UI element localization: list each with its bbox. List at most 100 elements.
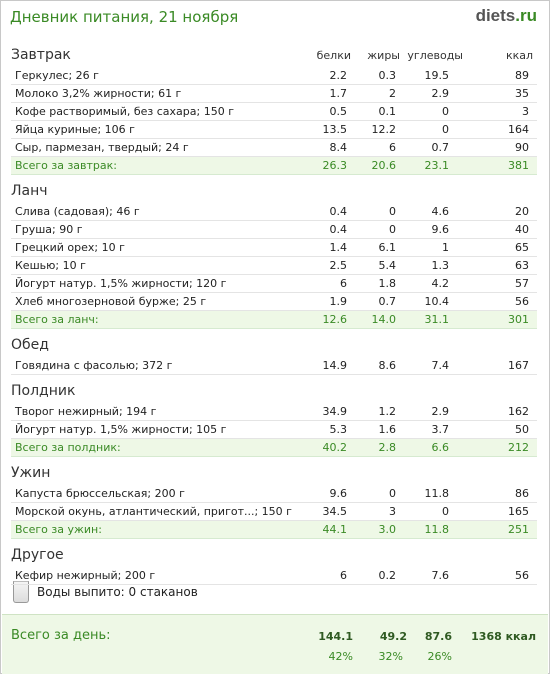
- logo-tld: .ru: [515, 6, 537, 25]
- protein-value: 1.9: [329, 295, 348, 308]
- food-row[interactable]: Йогурт натур. 1,5% жирности; 120 г 6 1.8 4.…: [11, 275, 537, 293]
- fat-value: 0: [389, 487, 396, 500]
- fat-value: 3: [389, 505, 396, 518]
- protein-value: 34.9: [322, 405, 348, 418]
- food-row[interactable]: Морской окунь, атлантический, пригот...;…: [11, 503, 537, 521]
- food-row[interactable]: Яйца куриные; 106 г 13.5 12.2 0 164: [11, 121, 537, 139]
- protein-value: 34.5: [322, 505, 348, 518]
- section-title: Ужин: [11, 465, 51, 481]
- section-title: Ланч: [11, 183, 48, 199]
- kcal-value: 3: [522, 105, 529, 118]
- food-name: Слива (садовая); 46 г: [15, 205, 140, 218]
- protein-value: 0.4: [329, 223, 348, 236]
- kcal-value: 90: [515, 141, 529, 154]
- fat-value: 6: [389, 141, 396, 154]
- fat-value: 0.2: [378, 569, 397, 582]
- protein-value: 14.9: [322, 359, 348, 372]
- food-row[interactable]: Творог нежирный; 194 г 34.9 1.2 2.9 162: [11, 403, 537, 421]
- food-row[interactable]: Молоко 3,2% жирности; 61 г 1.7 2 2.9 35: [11, 85, 537, 103]
- food-row[interactable]: Капуста брюссельская; 200 г 9.6 0 11.8 86: [11, 485, 537, 503]
- fat-value: 2.8: [378, 441, 397, 454]
- fat-value: 1.2: [378, 405, 397, 418]
- fat-value: 0: [389, 223, 396, 236]
- col-header-kcal: ккал: [505, 49, 533, 62]
- food-row[interactable]: Геркулес; 26 г 2.2 0.3 19.5 89: [11, 67, 537, 85]
- carbs-value: 0.7: [431, 141, 450, 154]
- food-name: Молоко 3,2% жирности; 61 г: [15, 87, 182, 100]
- fat-value: 0.7: [378, 295, 397, 308]
- carbs-value: 10.4: [424, 295, 450, 308]
- food-name: Геркулес; 26 г: [15, 69, 99, 82]
- food-name: Творог нежирный; 194 г: [15, 405, 157, 418]
- food-row[interactable]: Хлеб многозерновой бурже; 25 г 1.9 0.7 10.4…: [11, 293, 537, 311]
- col-header-carbs: углеводы: [407, 49, 463, 62]
- fat-value: 20.6: [371, 159, 397, 172]
- kcal-value: 65: [515, 241, 529, 254]
- carbs-value: 19.5: [424, 69, 450, 82]
- fat-value: 0.3: [378, 69, 397, 82]
- protein-value: 2.2: [329, 69, 348, 82]
- kcal-value: 86: [515, 487, 529, 500]
- food-name: Кофе растворимый, без сахара; 150 г: [15, 105, 234, 118]
- protein-value: 8.4: [329, 141, 348, 154]
- food-name: Сыр, пармезан, твердый; 24 г: [15, 141, 189, 154]
- protein-value: 5.3: [329, 423, 348, 436]
- fat-value: 6.1: [378, 241, 397, 254]
- kcal-value: 381: [508, 159, 529, 172]
- food-name: Говядина с фасолью; 372 г: [15, 359, 173, 372]
- protein-value: 6: [340, 277, 347, 290]
- header: Дневник питания, 21 ноября diets.ru: [1, 1, 549, 37]
- carbs-value: 4.6: [431, 205, 450, 218]
- carbs-value: 2.9: [431, 87, 450, 100]
- fat-value: 5.4: [378, 259, 397, 272]
- protein-value: 13.5: [322, 123, 348, 136]
- fat-value: 1.8: [378, 277, 397, 290]
- protein-value: 0.4: [329, 205, 348, 218]
- food-row[interactable]: Грецкий орех; 10 г 1.4 6.1 1 65: [11, 239, 537, 257]
- kcal-value: 164: [508, 123, 529, 136]
- kcal-value: 56: [515, 569, 529, 582]
- carbs-value: 6.6: [431, 441, 450, 454]
- carbs-value: 7.6: [431, 569, 450, 582]
- kcal-value: 165: [508, 505, 529, 518]
- food-row[interactable]: Кефир нежирный; 200 г 6 0.2 7.6 56: [11, 567, 537, 585]
- food-row[interactable]: Груша; 90 г 0.4 0 9.6 40: [11, 221, 537, 239]
- food-row[interactable]: Сыр, пармезан, твердый; 24 г 8.4 6 0.7 90: [11, 139, 537, 157]
- section-title: Другое: [11, 547, 64, 563]
- food-row[interactable]: Кешью; 10 г 2.5 5.4 1.3 63: [11, 257, 537, 275]
- food-row[interactable]: Йогурт натур. 1,5% жирности; 105 г 5.3 1.6…: [11, 421, 537, 439]
- kcal-value: 40: [515, 223, 529, 236]
- kcal-value: 57: [515, 277, 529, 290]
- day-pct-carbs: 26%: [427, 650, 452, 663]
- food-name: Яйца куриные; 106 г: [15, 123, 135, 136]
- kcal-value: 167: [508, 359, 529, 372]
- food-row[interactable]: Говядина с фасолью; 372 г 14.9 8.6 7.4 167: [11, 357, 537, 375]
- section-title: Полдник: [11, 383, 76, 399]
- food-row[interactable]: Слива (садовая); 46 г 0.4 0 4.6 20: [11, 203, 537, 221]
- carbs-value: 9.6: [431, 223, 450, 236]
- fat-value: 14.0: [371, 313, 397, 326]
- protein-value: 12.6: [322, 313, 348, 326]
- food-name: Морской окунь, атлантический, пригот...;…: [15, 505, 292, 518]
- water-label: Воды выпито: 0 стаканов: [37, 585, 198, 599]
- water-tracker[interactable]: Воды выпито: 0 стаканов: [11, 581, 311, 605]
- section-total-row: Всего за полдник: 40.2 2.8 6.6 212: [11, 439, 537, 457]
- day-pct-protein: 42%: [328, 650, 353, 663]
- fat-value: 3.0: [378, 523, 397, 536]
- food-row[interactable]: Кофе растворимый, без сахара; 150 г 0.5 0.…: [11, 103, 537, 121]
- protein-value: 6: [340, 569, 347, 582]
- food-name: Хлеб многозерновой бурже; 25 г: [15, 295, 207, 308]
- carbs-value: 0: [442, 123, 449, 136]
- site-logo[interactable]: diets.ru: [476, 6, 537, 26]
- food-name: Капуста брюссельская; 200 г: [15, 487, 185, 500]
- food-name: Всего за ужин:: [15, 523, 102, 536]
- glass-icon[interactable]: [13, 581, 29, 603]
- carbs-value: 2.9: [431, 405, 450, 418]
- fat-value: 2: [389, 87, 396, 100]
- food-name: Всего за ланч:: [15, 313, 99, 326]
- day-total-carbs: 87.6: [424, 630, 452, 643]
- section-title: Завтрак: [11, 47, 71, 63]
- food-name: Йогурт натур. 1,5% жирности; 120 г: [15, 277, 227, 290]
- protein-value: 0.5: [329, 105, 348, 118]
- food-name: Всего за завтрак:: [15, 159, 118, 172]
